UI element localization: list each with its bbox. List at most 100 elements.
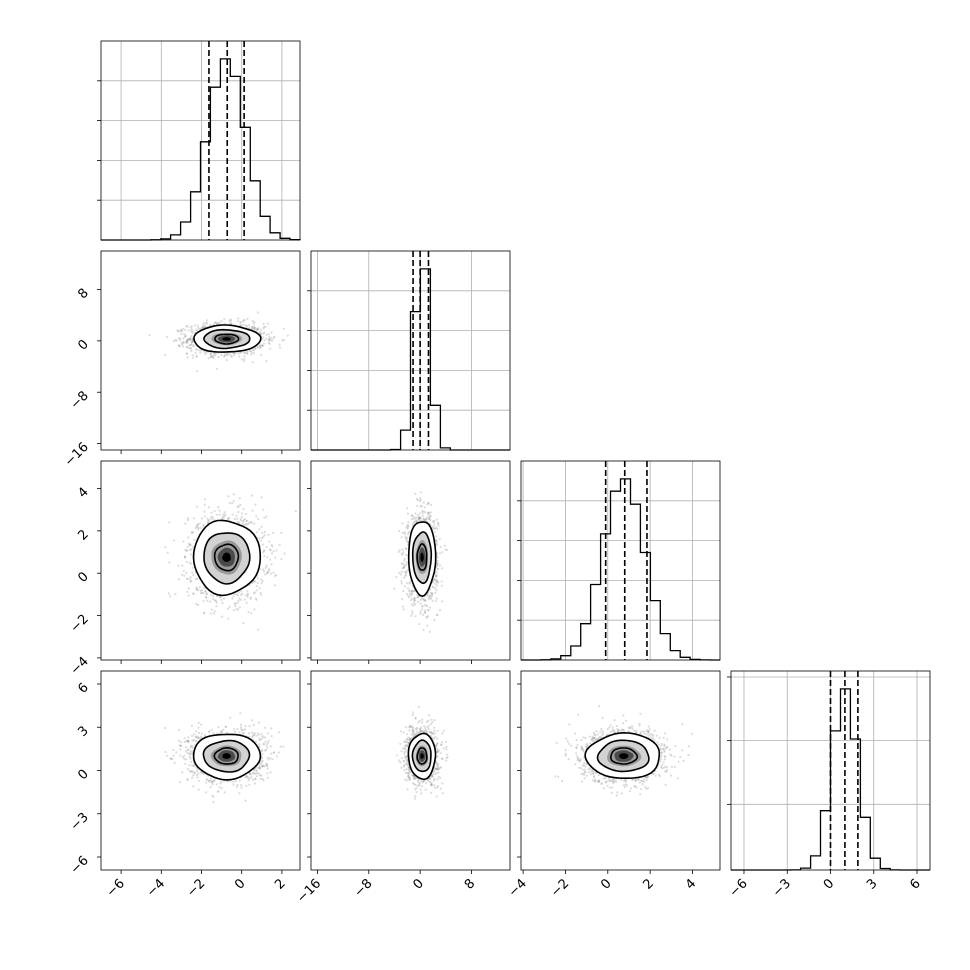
scatter-point <box>164 546 167 549</box>
scatter-point <box>267 333 270 336</box>
scatter-point <box>405 592 409 596</box>
scatter-point <box>432 581 435 584</box>
scatter-point <box>401 567 404 570</box>
scatter-point <box>246 519 249 523</box>
scatter-point <box>206 592 209 595</box>
scatter-point <box>221 602 224 605</box>
scatter-point <box>267 571 270 574</box>
scatter-point <box>186 545 189 548</box>
scatter-point <box>182 569 185 573</box>
scatter-point <box>415 519 418 522</box>
scatter-point <box>251 319 254 323</box>
scatter-point <box>418 516 421 520</box>
scatter-point <box>404 547 408 551</box>
scatter-point <box>202 350 205 353</box>
scatter-point <box>200 327 203 330</box>
contour-line <box>214 333 240 345</box>
scatter-point <box>231 502 234 505</box>
scatter-point <box>175 339 178 342</box>
scatter-point <box>409 599 413 602</box>
scatter-point <box>266 556 269 559</box>
scatter-point <box>215 605 218 608</box>
scatter-point <box>232 351 235 355</box>
scatter-point <box>416 513 419 517</box>
scatter-point <box>411 522 414 526</box>
scatter-point <box>221 515 224 518</box>
scatter-point <box>405 582 409 585</box>
scatter-point <box>267 339 271 342</box>
scatter-point <box>181 327 185 330</box>
scatter-point <box>406 569 409 572</box>
scatter-point <box>274 574 277 578</box>
scatter-point <box>219 596 222 599</box>
scatter-point <box>263 339 266 342</box>
scatter-point <box>223 354 226 357</box>
scatter-point <box>187 517 190 520</box>
scatter-point <box>426 512 430 515</box>
scatter-point <box>437 567 440 570</box>
scatter-point <box>412 520 415 524</box>
scatter-point <box>245 523 248 526</box>
scatter-point <box>435 563 439 566</box>
scatter-point <box>250 351 254 354</box>
scatter-point <box>181 345 185 348</box>
scatter-point <box>266 571 269 574</box>
scatter-point <box>403 576 406 580</box>
scatter-point <box>423 611 426 614</box>
scatter-point <box>196 370 199 373</box>
scatter-point <box>211 598 215 601</box>
scatter-point <box>272 550 275 553</box>
scatter-point <box>224 513 227 516</box>
scatter-point <box>191 566 194 569</box>
scatter-point <box>434 578 437 581</box>
scatter-point <box>438 564 441 567</box>
scatter-point <box>404 547 407 550</box>
scatter-point <box>261 756 264 759</box>
scatter-point <box>408 581 411 584</box>
scatter-point <box>237 591 240 594</box>
scatter-point <box>250 327 253 330</box>
density-shade <box>420 552 424 562</box>
scatter-point <box>234 602 237 605</box>
scatter-point <box>229 322 232 325</box>
scatter-point <box>176 330 180 333</box>
scatter-point <box>430 503 433 506</box>
scatter-point <box>269 347 272 350</box>
scatter-point <box>404 532 407 535</box>
scatter-point <box>437 524 440 527</box>
scatter-point <box>186 590 189 593</box>
scatter-point <box>222 513 225 516</box>
scatter-point <box>218 513 221 516</box>
scatter-point <box>213 610 216 613</box>
scatter-point <box>205 593 208 596</box>
scatter-point <box>244 594 248 597</box>
scatter-point <box>148 334 151 337</box>
scatter-point <box>423 609 427 612</box>
scatter-point <box>407 525 410 528</box>
scatter-point <box>258 765 261 768</box>
scatter-point <box>424 511 427 514</box>
scatter-point <box>435 571 438 574</box>
scatter-point <box>434 600 437 603</box>
scatter-point <box>260 332 263 335</box>
scatter-point <box>421 511 424 515</box>
scatter-point <box>176 329 179 332</box>
scatter-point <box>427 615 430 618</box>
scatter-point <box>205 322 208 325</box>
scatter-point <box>196 770 199 773</box>
scatter-point <box>419 497 422 500</box>
scatter-point <box>431 526 434 529</box>
scatter-point <box>212 595 215 598</box>
scatter-point <box>434 587 437 590</box>
scatter-point <box>252 348 255 351</box>
scatter-point <box>249 596 253 599</box>
scatter-point <box>426 503 429 506</box>
scatter-point <box>168 521 171 524</box>
scatter-point <box>272 571 275 574</box>
scatter-point <box>241 320 244 323</box>
scatter-point <box>403 531 406 534</box>
scatter-point <box>174 593 177 596</box>
scatter-point <box>256 328 259 331</box>
scatter-point <box>189 543 192 546</box>
scatter-point <box>429 511 432 514</box>
